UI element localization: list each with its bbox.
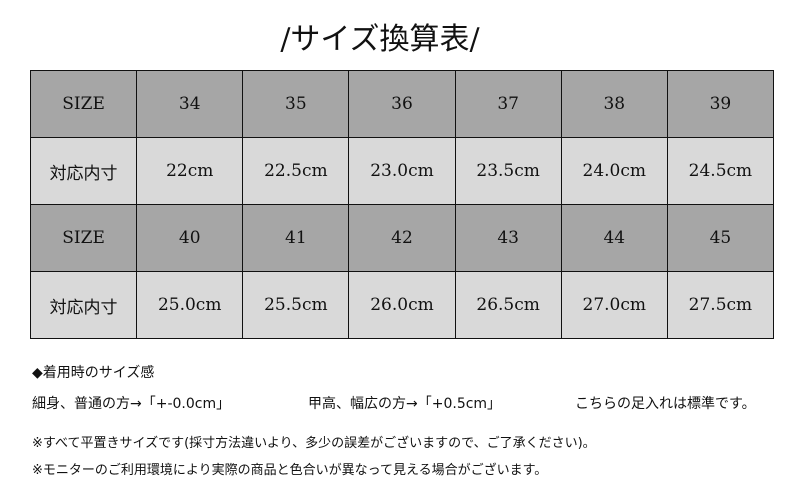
- fit-heading: ◆着用時のサイズ感: [32, 365, 155, 381]
- row-label: SIZE: [29, 70, 138, 138]
- size-row: SIZE 34 35 36 37 38 39: [29, 70, 775, 138]
- table-cell: 22cm: [136, 137, 244, 205]
- table-cell: 45: [666, 204, 775, 272]
- table-cell: 44: [560, 204, 668, 272]
- size-row: SIZE 40 41 42 43 44 45: [29, 204, 775, 272]
- note-1: ※すべて平置きサイズです(採寸方法違いより、多少の誤差がございますので、ご了承く…: [32, 436, 596, 451]
- table-cell: 27.5cm: [666, 271, 775, 339]
- table-cell: 41: [242, 204, 350, 272]
- size-table: SIZE 34 35 36 37 38 39 対応内寸 22cm 22.5cm 23.0cm 23.5…: [29, 70, 775, 339]
- table-cell: 42: [348, 204, 456, 272]
- table-cell: 35: [242, 70, 350, 138]
- row-label: 対応内寸: [29, 271, 138, 339]
- table-cell: 38: [560, 70, 668, 138]
- note-2: ※モニターのご利用環境により実際の商品と色合いが異なって見える場合がございます。: [32, 463, 548, 478]
- table-cell: 40: [136, 204, 244, 272]
- table-cell: 23.5cm: [454, 137, 562, 205]
- fit-standard: こちらの足入れは標準です。: [575, 396, 756, 412]
- table-cell: 26.5cm: [454, 271, 562, 339]
- table-cell: 36: [348, 70, 456, 138]
- fit-slim: 細身、普通の方→「+-0.0cm」: [32, 396, 231, 412]
- table-cell: 39: [666, 70, 775, 138]
- row-label: 対応内寸: [29, 137, 138, 205]
- row-label: SIZE: [29, 204, 138, 272]
- table-cell: 37: [454, 70, 562, 138]
- measure-row: 対応内寸 22cm 22.5cm 23.0cm 23.5cm 24.0cm 24.5cm: [29, 137, 775, 205]
- table-cell: 25.5cm: [242, 271, 350, 339]
- table-cell: 27.0cm: [560, 271, 668, 339]
- table-cell: 24.5cm: [666, 137, 775, 205]
- page-title: /サイズ換算表/: [280, 22, 480, 57]
- table-cell: 24.0cm: [560, 137, 668, 205]
- table-cell: 23.0cm: [348, 137, 456, 205]
- table-cell: 22.5cm: [242, 137, 350, 205]
- fit-wide: 甲高、幅広の方→「+0.5cm」: [308, 396, 502, 412]
- measure-row: 対応内寸 25.0cm 25.5cm 26.0cm 26.5cm 27.0cm 27.5cm: [29, 271, 775, 339]
- table-cell: 26.0cm: [348, 271, 456, 339]
- table-cell: 43: [454, 204, 562, 272]
- table-cell: 34: [136, 70, 244, 138]
- table-cell: 25.0cm: [136, 271, 244, 339]
